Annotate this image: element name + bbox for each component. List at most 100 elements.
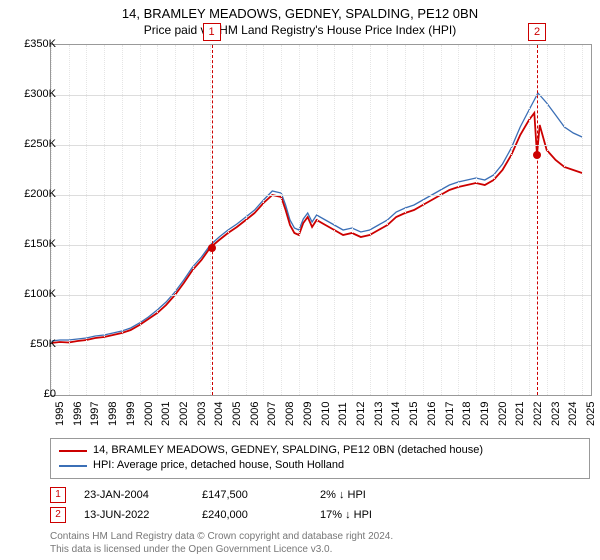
gridline-v xyxy=(122,45,123,395)
x-tick-label: 2009 xyxy=(302,402,314,426)
gridline-v xyxy=(263,45,264,395)
x-tick-label: 2017 xyxy=(444,402,456,426)
x-tick-label: 2012 xyxy=(355,402,367,426)
y-tick-label: £250K xyxy=(10,138,56,150)
marker-dot xyxy=(533,151,541,159)
x-tick-label: 2006 xyxy=(249,402,261,426)
x-tick-label: 2002 xyxy=(178,402,190,426)
event-row: 213-JUN-2022£240,00017% ↓ HPI xyxy=(50,505,590,525)
x-tick-label: 1998 xyxy=(107,402,119,426)
x-tick-label: 2013 xyxy=(373,402,385,426)
x-tick-label: 2023 xyxy=(550,402,562,426)
x-tick-label: 2016 xyxy=(426,402,438,426)
gridline-v xyxy=(299,45,300,395)
marker-box: 2 xyxy=(528,23,546,41)
legend-label-hpi: HPI: Average price, detached house, Sout… xyxy=(93,458,344,473)
gridline-v xyxy=(104,45,105,395)
event-price: £147,500 xyxy=(202,489,302,501)
legend-label-property: 14, BRAMLEY MEADOWS, GEDNEY, SPALDING, P… xyxy=(93,443,483,458)
y-tick-label: £200K xyxy=(10,188,56,200)
gridline-v xyxy=(423,45,424,395)
x-tick-label: 2021 xyxy=(514,402,526,426)
marker-dot xyxy=(208,244,216,252)
gridline-v xyxy=(334,45,335,395)
event-price: £240,000 xyxy=(202,509,302,521)
event-diff: 2% ↓ HPI xyxy=(320,489,590,501)
x-tick-label: 2000 xyxy=(143,402,155,426)
x-tick-label: 1995 xyxy=(54,402,66,426)
gridline-v xyxy=(157,45,158,395)
marker-line xyxy=(212,45,213,395)
gridline-v xyxy=(405,45,406,395)
y-tick-label: £150K xyxy=(10,238,56,250)
y-tick-label: £50K xyxy=(10,338,56,350)
y-tick-label: £350K xyxy=(10,38,56,50)
gridline-v xyxy=(529,45,530,395)
gridline-v xyxy=(511,45,512,395)
x-tick-label: 2024 xyxy=(567,402,579,426)
x-tick-label: 2015 xyxy=(408,402,420,426)
x-tick-label: 2018 xyxy=(461,402,473,426)
x-tick-label: 2022 xyxy=(532,402,544,426)
gridline-v xyxy=(281,45,282,395)
footer-line-1: Contains HM Land Registry data © Crown c… xyxy=(50,530,590,543)
x-tick-label: 1997 xyxy=(89,402,101,426)
gridline-v xyxy=(193,45,194,395)
marker-line xyxy=(537,45,538,395)
event-list: 123-JAN-2004£147,5002% ↓ HPI213-JUN-2022… xyxy=(50,485,590,525)
gridline-v xyxy=(494,45,495,395)
x-tick-label: 2003 xyxy=(196,402,208,426)
event-row: 1 23-JAN-2004 £147,500 2% ↓ HPI xyxy=(50,485,590,505)
gridline-h xyxy=(51,245,591,246)
plot-area: 12 xyxy=(50,44,592,396)
gridline-v xyxy=(564,45,565,395)
footer: Contains HM Land Registry data © Crown c… xyxy=(50,530,590,556)
gridline-v xyxy=(441,45,442,395)
gridline-v xyxy=(175,45,176,395)
line-plot xyxy=(51,45,591,395)
y-tick-label: £0 xyxy=(10,388,56,400)
x-tick-label: 2011 xyxy=(337,402,349,426)
gridline-v xyxy=(476,45,477,395)
x-tick-label: 2004 xyxy=(213,402,225,426)
gridline-h xyxy=(51,195,591,196)
gridline-v xyxy=(458,45,459,395)
y-tick-label: £300K xyxy=(10,88,56,100)
y-tick-label: £100K xyxy=(10,288,56,300)
x-tick-label: 2019 xyxy=(479,402,491,426)
gridline-v xyxy=(140,45,141,395)
x-tick-label: 2014 xyxy=(390,402,402,426)
x-tick-label: 1996 xyxy=(72,402,84,426)
event-marker-box: 1 xyxy=(50,487,66,503)
gridline-v xyxy=(228,45,229,395)
x-tick-label: 2008 xyxy=(284,402,296,426)
chart-title: 14, BRAMLEY MEADOWS, GEDNEY, SPALDING, P… xyxy=(0,0,600,23)
gridline-v xyxy=(69,45,70,395)
gridline-h xyxy=(51,345,591,346)
chart-container: 14, BRAMLEY MEADOWS, GEDNEY, SPALDING, P… xyxy=(0,0,600,560)
legend-and-events: 14, BRAMLEY MEADOWS, GEDNEY, SPALDING, P… xyxy=(50,438,590,525)
x-tick-label: 2005 xyxy=(231,402,243,426)
gridline-v xyxy=(547,45,548,395)
gridline-h xyxy=(51,95,591,96)
x-tick-label: 2007 xyxy=(266,402,278,426)
x-tick-label: 2020 xyxy=(497,402,509,426)
x-tick-label: 2010 xyxy=(320,402,332,426)
gridline-h xyxy=(51,295,591,296)
gridline-v xyxy=(582,45,583,395)
marker-box: 1 xyxy=(203,23,221,41)
gridline-v xyxy=(387,45,388,395)
gridline-v xyxy=(317,45,318,395)
legend-row-hpi: HPI: Average price, detached house, Sout… xyxy=(59,458,581,473)
legend-box: 14, BRAMLEY MEADOWS, GEDNEY, SPALDING, P… xyxy=(50,438,590,479)
gridline-v xyxy=(86,45,87,395)
legend-swatch-hpi xyxy=(59,465,87,467)
x-tick-label: 2025 xyxy=(585,402,597,426)
x-tick-label: 1999 xyxy=(125,402,137,426)
chart-subtitle: Price paid vs. HM Land Registry's House … xyxy=(0,23,600,41)
event-date: 13-JUN-2022 xyxy=(84,509,184,521)
gridline-h xyxy=(51,145,591,146)
legend-row-property: 14, BRAMLEY MEADOWS, GEDNEY, SPALDING, P… xyxy=(59,443,581,458)
event-date: 23-JAN-2004 xyxy=(84,489,184,501)
event-diff: 17% ↓ HPI xyxy=(320,509,590,521)
